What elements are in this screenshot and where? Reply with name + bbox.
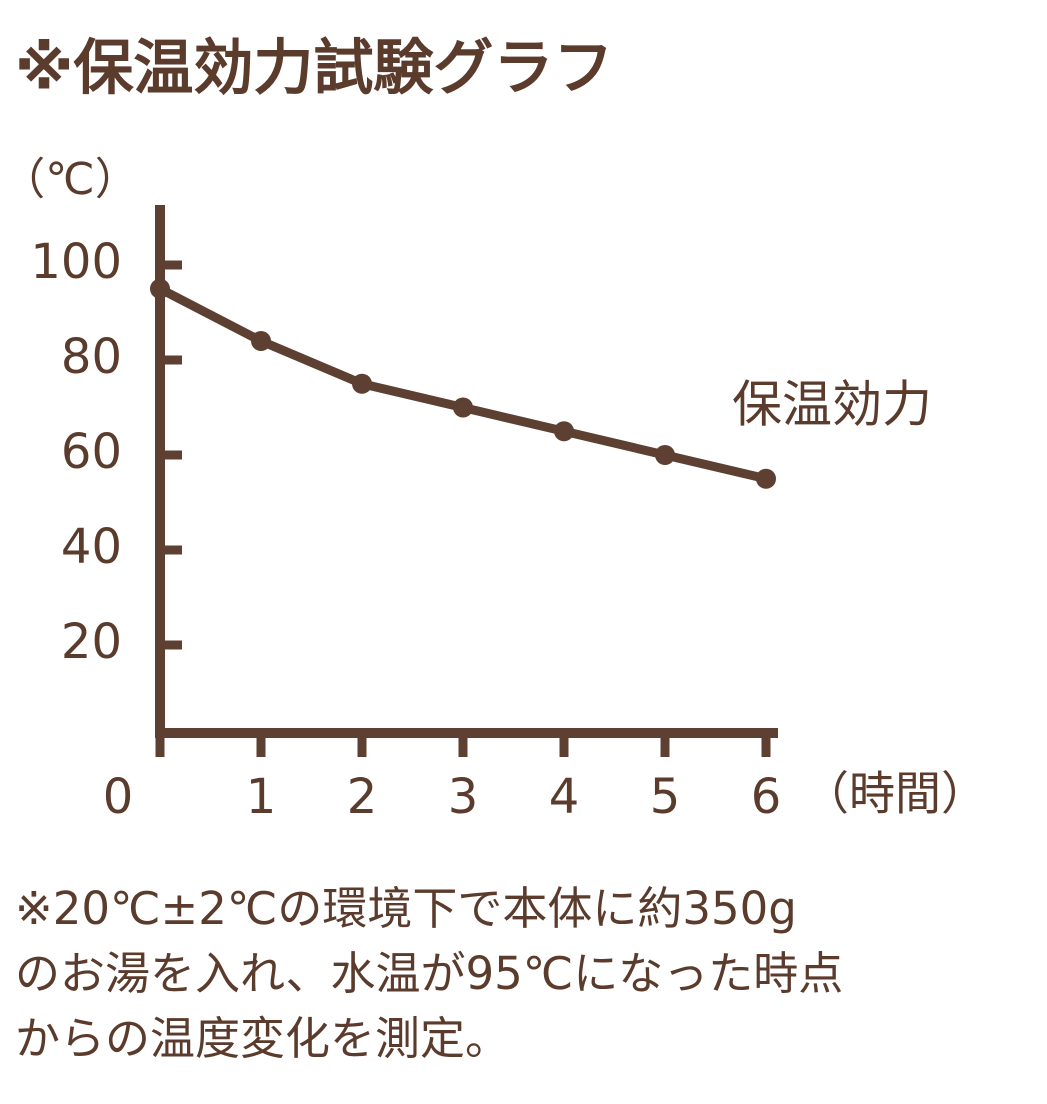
note-line: からの温度変化を測定。	[15, 1012, 510, 1065]
point	[251, 331, 271, 351]
series-label: 保温効力	[732, 376, 932, 434]
x-tick-label: 5	[650, 769, 681, 825]
y-tick-label: 20	[61, 614, 122, 670]
x-tick-label: 4	[549, 769, 580, 825]
x-tick-label: 2	[347, 769, 378, 825]
chart-title: ※保温効力試験グラフ	[15, 34, 613, 104]
y-tick-label: 60	[61, 424, 122, 480]
y-tick-label: 40	[61, 519, 122, 575]
point	[655, 445, 675, 465]
line	[157, 284, 768, 484]
x-tick-label: 6	[751, 769, 782, 825]
point	[352, 373, 372, 394]
note-line: のお湯を入れ、水温が95℃になった時点	[15, 947, 843, 1000]
note-line: ※20℃±2℃の環境下で本体に約350g	[15, 882, 797, 935]
point	[756, 468, 776, 489]
point	[150, 278, 170, 299]
y-tick-label: 80	[61, 329, 122, 385]
x-axis-label: （時間）	[803, 767, 987, 821]
point	[554, 421, 574, 442]
x-tick-label: 3	[448, 769, 479, 825]
y-tick-label: 100	[30, 234, 122, 290]
y-axis-label: （℃）	[1, 154, 138, 205]
x-tick-label: 1	[246, 769, 277, 825]
x-tick-label: 0	[103, 769, 134, 825]
point	[453, 397, 473, 418]
